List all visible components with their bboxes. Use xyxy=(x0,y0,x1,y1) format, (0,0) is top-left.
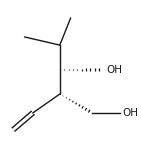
Text: OH: OH xyxy=(106,64,122,75)
Text: OH: OH xyxy=(122,108,138,118)
